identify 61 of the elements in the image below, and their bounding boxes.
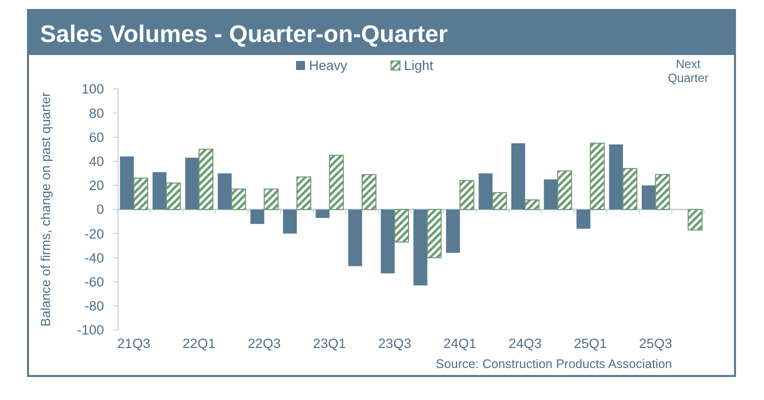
y-tick-label: 0 [96, 202, 104, 218]
bar [133, 178, 148, 210]
bar [511, 143, 526, 210]
bar [380, 210, 395, 274]
x-tick-label: 23Q1 [312, 336, 346, 351]
bar [394, 209, 410, 243]
bar [185, 158, 200, 210]
source-note: Source: Construction Products Association [436, 357, 672, 371]
y-tick-label: -40 [84, 250, 104, 266]
bar [524, 199, 540, 210]
bar [152, 172, 166, 210]
bar [120, 156, 134, 210]
bar [576, 210, 590, 229]
bar [348, 210, 362, 266]
y-tick-label: 40 [88, 154, 104, 170]
bar [557, 170, 572, 210]
bar [218, 173, 232, 210]
y-tick-label: 100 [81, 82, 104, 97]
x-tick-label: 22Q1 [182, 336, 216, 351]
bar [362, 174, 376, 210]
x-tick-label: 24Q1 [443, 336, 476, 351]
legend-label: Light [404, 58, 434, 73]
bar [688, 209, 703, 230]
y-tick-label: 60 [88, 130, 104, 145]
y-tick-label: -20 [84, 226, 104, 242]
bar [328, 154, 344, 210]
x-tick-label: 25Q1 [574, 336, 607, 351]
bar [655, 174, 670, 210]
bar [198, 148, 214, 210]
bar [426, 209, 442, 258]
bar [283, 210, 297, 234]
x-tick-label: 24Q3 [508, 336, 542, 351]
y-axis-title: Balance of firms, change on past quarter [38, 92, 53, 327]
bar [264, 188, 279, 210]
y-tick-label: 20 [88, 178, 104, 194]
bar [459, 180, 474, 210]
x-tick-label: 21Q3 [117, 336, 150, 351]
y-tick-label: 80 [88, 106, 104, 121]
chart-title: Sales Volumes - Quarter-on-Quarter [40, 21, 448, 48]
bar [609, 144, 623, 210]
bar [544, 179, 558, 210]
bar [478, 173, 493, 210]
bar [296, 176, 312, 210]
bar [590, 142, 605, 210]
bar [413, 210, 428, 286]
bar [492, 192, 507, 210]
bar [642, 185, 656, 210]
x-tick-label: 22Q3 [248, 336, 281, 351]
x-tick-label: 23Q3 [378, 336, 412, 351]
legend-label: Heavy [309, 58, 348, 73]
text: Next Quarter [668, 57, 709, 85]
y-tick-label: -80 [84, 298, 104, 314]
x-tick-label: 25Q3 [639, 336, 672, 351]
y-tick-label: -60 [84, 274, 104, 290]
bar [446, 210, 460, 253]
y-tick-label: -100 [76, 322, 104, 338]
bar [622, 168, 638, 210]
bar [316, 210, 330, 218]
bar [250, 210, 264, 224]
bar [166, 182, 181, 210]
bar [231, 188, 246, 210]
